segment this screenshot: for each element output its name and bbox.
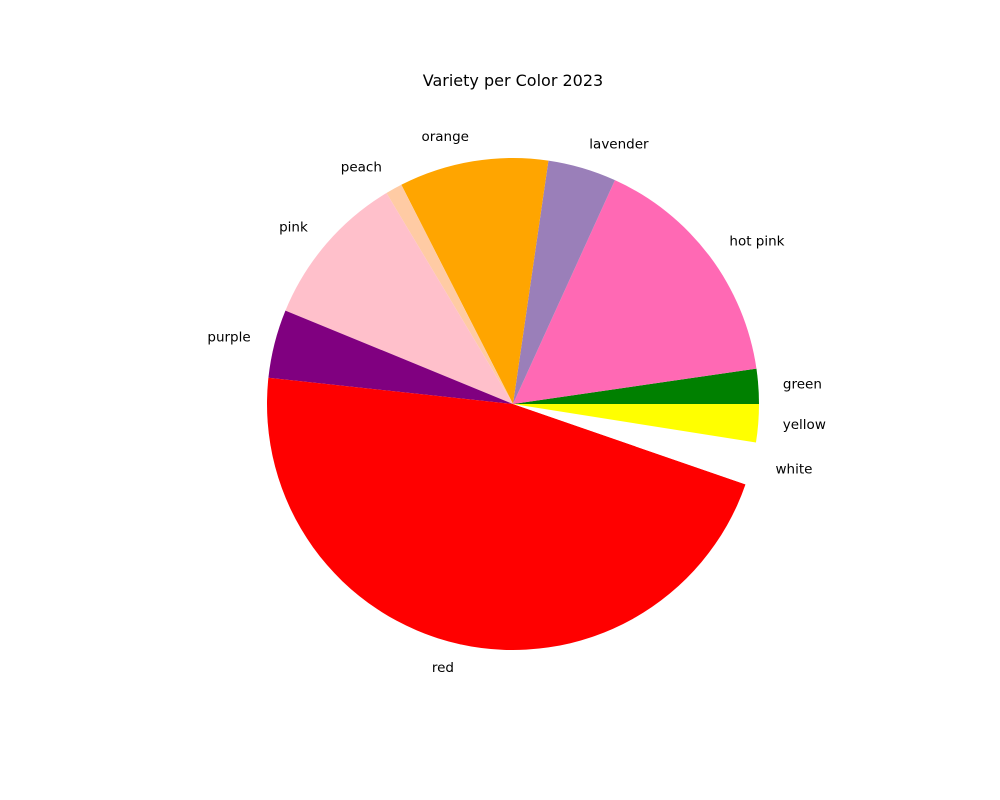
slice-label-red: red	[432, 660, 454, 676]
pie-slice-hot-pink	[513, 180, 757, 404]
slice-label-green: green	[783, 376, 822, 392]
pie-slice-peach	[386, 184, 513, 404]
slice-label-hot-pink: hot pink	[729, 234, 784, 250]
pie-slice-green	[513, 368, 759, 404]
pie-slice-pink	[285, 193, 513, 404]
pie-slice-yellow	[513, 404, 759, 443]
pie-slice-red	[267, 377, 746, 650]
pie-slice-orange	[401, 157, 549, 404]
slice-label-lavender: lavender	[589, 136, 649, 152]
pie-slice-white	[513, 404, 756, 485]
slice-label-white: white	[776, 462, 813, 478]
slice-label-pink: pink	[279, 220, 308, 236]
slice-label-yellow: yellow	[783, 417, 826, 433]
slice-label-orange: orange	[421, 129, 469, 145]
slice-label-purple: purple	[207, 330, 250, 346]
pie-slice-purple	[268, 310, 513, 404]
chart-title: Variety per Color 2023	[422, 71, 604, 90]
slice-label-peach: peach	[341, 159, 382, 175]
pie-slice-lavender	[513, 160, 615, 404]
